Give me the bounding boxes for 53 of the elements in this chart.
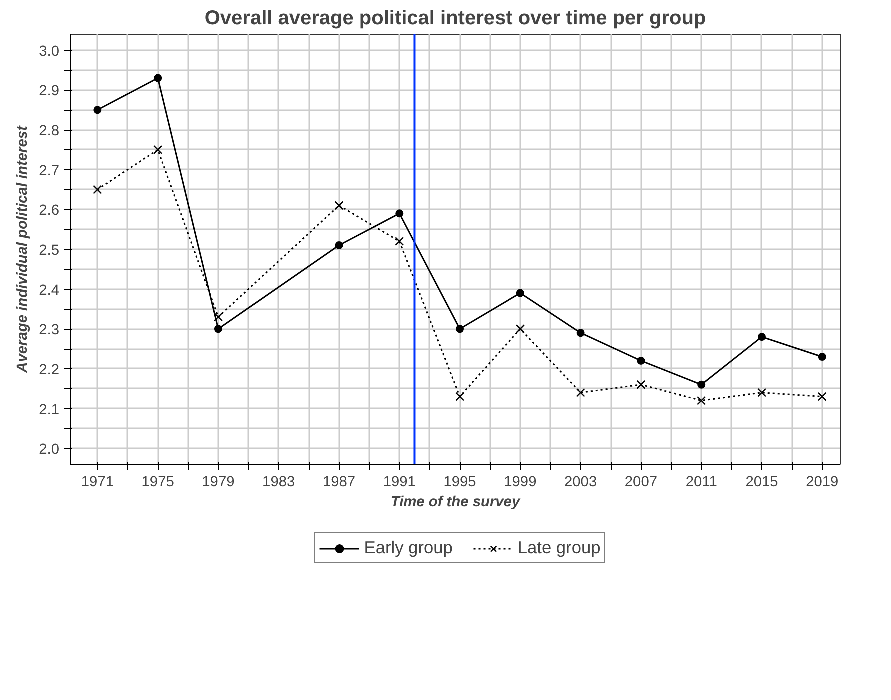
y-tick-label: 2.2 (39, 362, 60, 378)
point (758, 333, 766, 342)
point (214, 312, 223, 322)
point (818, 353, 826, 361)
point (154, 74, 162, 82)
y-tick-label: 2.8 (39, 124, 60, 140)
point (637, 356, 646, 365)
point (636, 380, 646, 390)
y-tick-label: 2.3 (39, 322, 60, 339)
y-tick-label: 2.9 (39, 84, 60, 100)
point (154, 145, 163, 154)
legend-label: Early group (364, 538, 453, 558)
point (818, 392, 827, 402)
y-tick-label: 2.5 (39, 243, 60, 259)
x-tick-label: 1991 (383, 474, 416, 490)
y-tick-label: 2.6 (39, 203, 60, 220)
y-tick-label: 2.4 (39, 282, 60, 299)
point (93, 185, 102, 194)
chart-title: Overall average political interest over time per group (204, 8, 706, 30)
point (94, 106, 102, 114)
x-tick-label: 2007 (624, 474, 658, 490)
point (516, 324, 525, 334)
point (334, 201, 344, 210)
point (456, 325, 464, 334)
y-tick-label: 2.0 (39, 442, 60, 458)
point (757, 388, 767, 398)
x-tick-label: 2011 (686, 474, 718, 490)
y-tick-label: 2.7 (39, 163, 60, 180)
point (396, 210, 404, 218)
x-tick-label: 1983 (262, 474, 296, 490)
point (516, 289, 524, 298)
x-tick-label: 1971 (81, 474, 114, 490)
x-tick-label: 1995 (444, 474, 476, 490)
point (697, 396, 706, 406)
x-tick-label: 2015 (746, 474, 778, 490)
x-tick-label: 1979 (202, 474, 235, 490)
point (455, 392, 465, 402)
x-tick-label: 1987 (322, 474, 356, 490)
point (576, 388, 586, 398)
x-tick-label: 2019 (806, 474, 839, 490)
legend-label: Late group (518, 538, 601, 558)
point (576, 329, 585, 338)
y-axis-title: Average individual political interest (15, 124, 32, 374)
point (214, 325, 222, 334)
point (335, 242, 344, 250)
point (698, 380, 706, 389)
x-tick-label: 1999 (504, 474, 537, 490)
y-tick-label: 2.1 (39, 402, 60, 418)
x-axis-title: Time of the survey (390, 494, 521, 510)
x-tick-label: 2003 (564, 474, 598, 490)
y-tick-label: 3.0 (39, 44, 60, 60)
point (395, 237, 404, 246)
x-tick-label: 1975 (142, 474, 174, 490)
